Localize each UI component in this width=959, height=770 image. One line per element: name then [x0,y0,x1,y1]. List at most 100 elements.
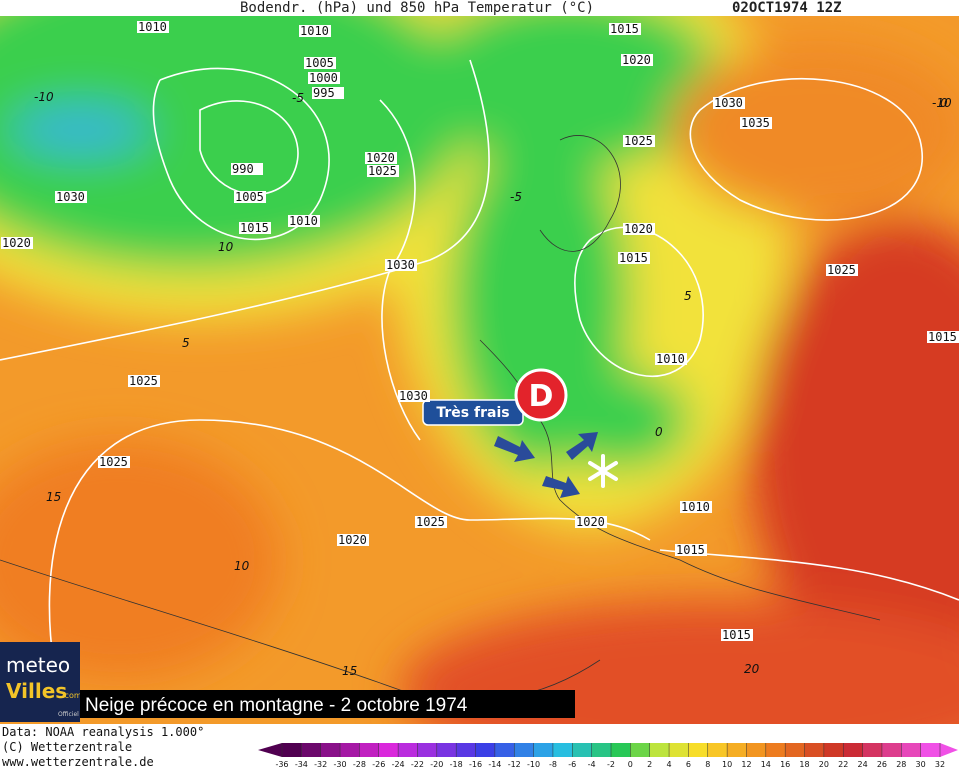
isobar-label: 1030 [56,190,85,204]
isobar-label: 1010 [681,500,710,514]
isobar-label: 1010 [289,214,318,228]
legend-tick-label: 26 [877,760,887,769]
temperature-label: 15 [342,664,357,678]
label-backdrop [312,87,344,99]
isobar [199,100,299,196]
map-labels: 1010 101010051000995990100510151030102010… [1,20,959,678]
legend-swatch [359,743,380,757]
legend-swatch [378,743,399,757]
isobar-label: 1020 [338,533,367,547]
legend-swatch [533,743,554,757]
logo-line2: Villes [6,679,67,703]
coastline [539,135,621,252]
label-backdrop [128,375,160,387]
legend-tick-label: 22 [838,760,848,769]
label-backdrop [1,237,33,249]
color-legend: -36 -34 -32 -30 -28 -26 -24 -22 -20 -18 -16 -14 -12-… [258,743,958,769]
legend-swatch [475,743,496,757]
legend-tick-label: 24 [857,760,867,769]
isobar-label: 1005 [305,56,334,70]
legend-tick-label: -24 [392,760,405,769]
label-backdrop [721,629,753,641]
legend-swatch [688,743,709,757]
label-backdrop [680,501,712,513]
tag-label: Très frais [436,405,509,421]
temperature-label: -5 [292,91,304,105]
isobar-label: 995 [313,86,335,100]
legend-tick-label: -18 [450,760,463,769]
legend-tick-label: 0 [628,760,633,769]
overlay: Très frais D [422,368,618,498]
label-backdrop [299,25,331,37]
isobar-label: 1030 [399,389,428,403]
legend-tick-label: 10 [722,760,732,769]
isobar [152,67,330,241]
legend-tick-label: -26 [372,760,385,769]
isobar [689,78,923,221]
legend-tick-label: -30 [334,760,347,769]
legend-tick-label: -4 [588,760,596,769]
label-backdrop [740,117,772,129]
isobar-label: 1010 [138,20,167,34]
label-backdrop [609,23,641,35]
legend-swatch [669,743,689,757]
legend-swatch [436,743,457,757]
isobar-label: 1015 [610,22,639,36]
legend-swatch [746,743,767,757]
isobar-label: 1025 [416,515,445,529]
label-backdrop [308,72,340,84]
logo-note: Officiel [58,711,79,718]
isobar-label: 1025 [827,263,856,277]
isobar [574,226,704,377]
label-backdrop [675,544,707,556]
label-backdrop [618,252,650,264]
isobar-label: 1025 [368,164,397,178]
legend-swatch [572,743,593,757]
legend-swatch [456,743,477,757]
legend-tick-label: 18 [799,760,809,769]
legend-swatch [514,743,535,757]
isobar-label: 1005 [235,190,264,204]
legend-tick-label: -22 [411,760,424,769]
credit: Data: NOAA reanalysis 1.000° [2,725,204,739]
legend-tick-label: -8 [549,760,557,769]
temperature-label: -10 [34,90,54,104]
temperature-label: 15 [46,490,61,504]
legend-tick-label: 28 [896,760,906,769]
label-backdrop [304,57,336,69]
isobar-label: 1020 [2,236,31,250]
label-backdrop [621,54,653,66]
isobar-label: 1020 [624,222,653,236]
legend-tick-label: 4 [667,760,672,769]
legend-tick-label: -28 [353,760,366,769]
label-backdrop [826,264,858,276]
legend-tick-label: -14 [488,760,501,769]
isobar-label: 1035 [741,116,770,130]
legend-tick-label: 20 [819,760,829,769]
legend-swatch [282,743,302,757]
isobar-label: 1025 [129,374,158,388]
isobar-label: 1015 [928,330,957,344]
temperature-label: 10 [218,240,234,254]
legend-tick-label: 14 [761,760,771,769]
label-backdrop [713,97,745,109]
label-backdrop [137,21,169,33]
logo-suffix: .com [62,691,82,700]
legend-swatch [920,743,941,757]
legend-tick-label: 6 [686,760,691,769]
temperature-label: 0 [940,96,948,110]
legend-swatch [823,743,844,757]
label-backdrop [415,516,447,528]
snow-star [588,454,618,488]
temperature-label: -10 [932,96,952,110]
isobar [48,419,651,701]
legend-tick-label: -32 [314,760,327,769]
legend-tick-label: -2 [607,760,615,769]
arrow [494,436,535,462]
temperature-label: 10 [234,559,250,573]
label-backdrop [231,163,263,175]
temperature-label: -5 [510,190,522,204]
label-backdrop [655,353,687,365]
legend-swatch [765,743,786,757]
